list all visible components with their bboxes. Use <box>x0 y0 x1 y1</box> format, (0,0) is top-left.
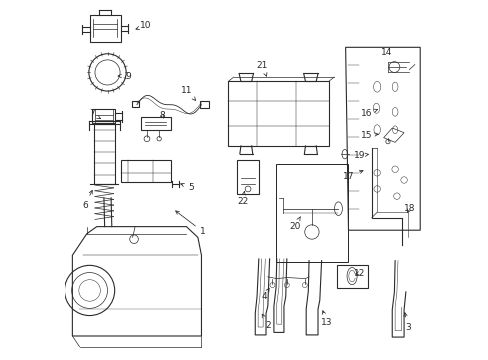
Text: 3: 3 <box>403 312 410 332</box>
Text: 11: 11 <box>181 86 195 100</box>
Text: 20: 20 <box>288 217 300 231</box>
Text: 6: 6 <box>82 190 92 210</box>
Text: 22: 22 <box>237 191 248 206</box>
Text: 2: 2 <box>262 314 270 330</box>
Text: 5: 5 <box>181 183 193 192</box>
Text: 15: 15 <box>360 131 377 140</box>
Text: 13: 13 <box>321 311 332 327</box>
Text: 21: 21 <box>256 61 267 76</box>
Text: 10: 10 <box>136 21 151 30</box>
Text: 14: 14 <box>380 48 391 57</box>
Text: 18: 18 <box>403 204 414 213</box>
Text: 9: 9 <box>118 72 131 81</box>
Text: 1: 1 <box>175 211 206 237</box>
Text: 12: 12 <box>353 269 364 278</box>
Text: 17: 17 <box>342 170 362 181</box>
Text: 8: 8 <box>159 111 164 120</box>
Text: 19: 19 <box>353 151 367 160</box>
Text: 7: 7 <box>89 109 100 119</box>
Text: 4: 4 <box>261 288 268 301</box>
Text: 16: 16 <box>360 109 377 118</box>
